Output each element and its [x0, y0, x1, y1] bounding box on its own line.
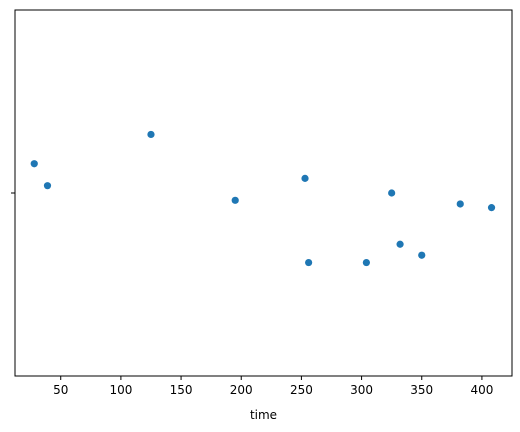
data-point: [305, 258, 313, 267]
x-tick-label: 350: [410, 383, 433, 397]
data-point: [362, 258, 370, 267]
x-tick-label: 50: [53, 383, 68, 397]
data-point: [396, 240, 404, 248]
x-axis-label: time: [250, 408, 277, 422]
x-axis-ticks: 50 100 150 200 250 300 350 400: [53, 376, 493, 397]
data-point: [418, 251, 426, 259]
data-point: [456, 200, 464, 208]
x-tick-label: 300: [350, 383, 373, 397]
data-point: [388, 189, 396, 197]
data-point: [147, 130, 155, 139]
data-point: [43, 182, 52, 190]
data-point: [231, 196, 239, 204]
data-points: [30, 130, 496, 267]
data-point: [301, 174, 309, 182]
plot-area: [14, 9, 513, 377]
x-tick-label: 200: [230, 383, 253, 397]
data-point: [30, 160, 38, 168]
x-tick-label: 100: [109, 383, 132, 397]
data-point: [487, 204, 496, 212]
x-tick-label: 250: [290, 383, 313, 397]
x-tick-label: 400: [470, 383, 493, 397]
x-tick-label: 150: [170, 383, 193, 397]
